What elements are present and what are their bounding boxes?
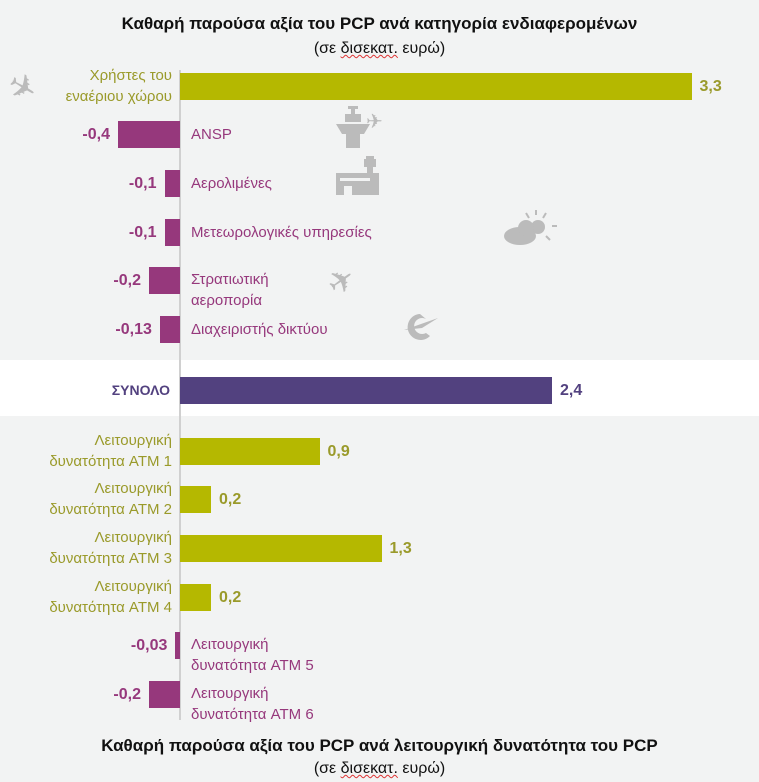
bar — [180, 486, 211, 513]
data-label: 0,9 — [327, 443, 350, 460]
category-label-line: ΣΥΝΟΛΟ — [111, 382, 170, 398]
bar — [175, 632, 180, 659]
subtitle-suffix: ευρώ) — [397, 760, 446, 777]
category-label: Λειτουργική δυνατότητα ATM 1 — [49, 430, 172, 472]
data-label: -0,1 — [128, 224, 157, 241]
category-label: ANSP — [191, 124, 232, 145]
data-label: -0,2 — [113, 686, 141, 703]
bar — [180, 73, 692, 100]
category-label: Λειτουργική δυνατότητα ATM 4 — [49, 576, 172, 618]
category-label-line: Λειτουργική — [94, 480, 172, 497]
category-label-line: Χρήστες του — [89, 67, 172, 84]
category-label: Λειτουργική δυνατότητα ATM 2 — [49, 478, 172, 520]
category-label-line: δυνατότητα ATM 6 — [191, 706, 314, 723]
subtitle-prefix: (σε — [313, 760, 341, 777]
data-label: -0,4 — [82, 126, 110, 143]
category-label-line: Λειτουργική — [191, 636, 269, 653]
category-label-line: δυνατότητα ATM 3 — [49, 550, 172, 567]
svg-text:✈: ✈ — [366, 111, 383, 133]
category-label-line: Στρατιωτική — [191, 271, 269, 288]
bar — [180, 438, 320, 465]
control-tower-icon: ✈ — [336, 106, 388, 153]
subtitle-prefix: (σε — [313, 40, 341, 57]
data-label: -0,03 — [130, 637, 168, 654]
bar — [180, 377, 552, 404]
category-label-line: Αερολιμένες — [191, 175, 272, 192]
bottom-title: Καθαρή παρούσα αξία του PCP ανά λειτουργ… — [101, 736, 658, 755]
category-label-line: δυνατότητα ATM 1 — [49, 453, 172, 470]
bottom-subtitle: (σε δισεκατ. ευρώ) — [0, 760, 759, 778]
category-label: Λειτουργική δυνατότητα ATM 3 — [49, 527, 172, 569]
category-label-line: δυνατότητα ATM 2 — [49, 501, 172, 518]
bar — [149, 681, 180, 708]
data-label: 1,3 — [389, 540, 412, 557]
eurocontrol-logo-icon — [402, 312, 438, 347]
category-label: Διαχειριστής δικτύου — [191, 319, 328, 340]
category-label: Αερολιμένες — [191, 173, 272, 194]
data-label: -0,13 — [115, 321, 152, 338]
bar — [164, 170, 180, 197]
category-label-line: Λειτουργική — [94, 529, 172, 546]
military-jet-icon: ✈ — [320, 258, 363, 304]
category-label-line: ANSP — [191, 126, 232, 143]
data-label: -0,1 — [128, 175, 157, 192]
airport-icon — [336, 156, 380, 201]
chart-title: Καθαρή παρούσα αξία του PCP ανά κατηγορί… — [121, 14, 638, 33]
data-label: 0,2 — [219, 491, 242, 508]
category-label-line: Λειτουργική — [191, 685, 269, 702]
data-label: 2,4 — [560, 382, 583, 399]
bar — [180, 535, 382, 562]
bar — [164, 219, 180, 246]
category-label: Μετεωρολογικές υπηρεσίες — [191, 222, 372, 243]
subtitle-unit: δισεκατ. — [340, 40, 398, 57]
airplane-icon: ✈ — [0, 64, 45, 112]
bar — [118, 121, 180, 148]
category-label-line: αεροπορία — [191, 292, 263, 309]
category-label: Λειτουργική δυνατότητα ATM 6 — [191, 683, 314, 725]
subtitle-suffix: ευρώ) — [397, 40, 446, 57]
category-label-line: δυνατότητα ATM 5 — [191, 657, 314, 674]
data-label: -0,2 — [113, 272, 141, 289]
bar — [180, 584, 211, 611]
category-label-line: Λειτουργική — [94, 432, 172, 449]
bar — [149, 267, 180, 294]
data-label: 0,2 — [219, 589, 242, 606]
bar — [159, 316, 180, 343]
weather-icon — [502, 208, 558, 251]
category-label-line: Λειτουργική — [94, 578, 172, 595]
category-label-line: εναέριου χώρου — [65, 88, 172, 105]
category-label: Χρήστες του εναέριου χώρου — [66, 65, 172, 107]
category-label-line: Μετεωρολογικές υπηρεσίες — [191, 224, 372, 241]
category-label: Λειτουργική δυνατότητα ATM 5 — [191, 634, 314, 676]
data-label: 3,3 — [699, 78, 722, 95]
subtitle-unit: δισεκατ. — [340, 760, 398, 777]
chart-subtitle: (σε δισεκατ. ευρώ) — [0, 40, 759, 58]
category-label: Στρατιωτική αεροπορία — [191, 269, 269, 311]
category-label-line: δυνατότητα ATM 4 — [49, 599, 172, 616]
category-label: ΣΥΝΟΛΟ — [112, 380, 170, 401]
category-label-line: Διαχειριστής δικτύου — [191, 321, 328, 338]
